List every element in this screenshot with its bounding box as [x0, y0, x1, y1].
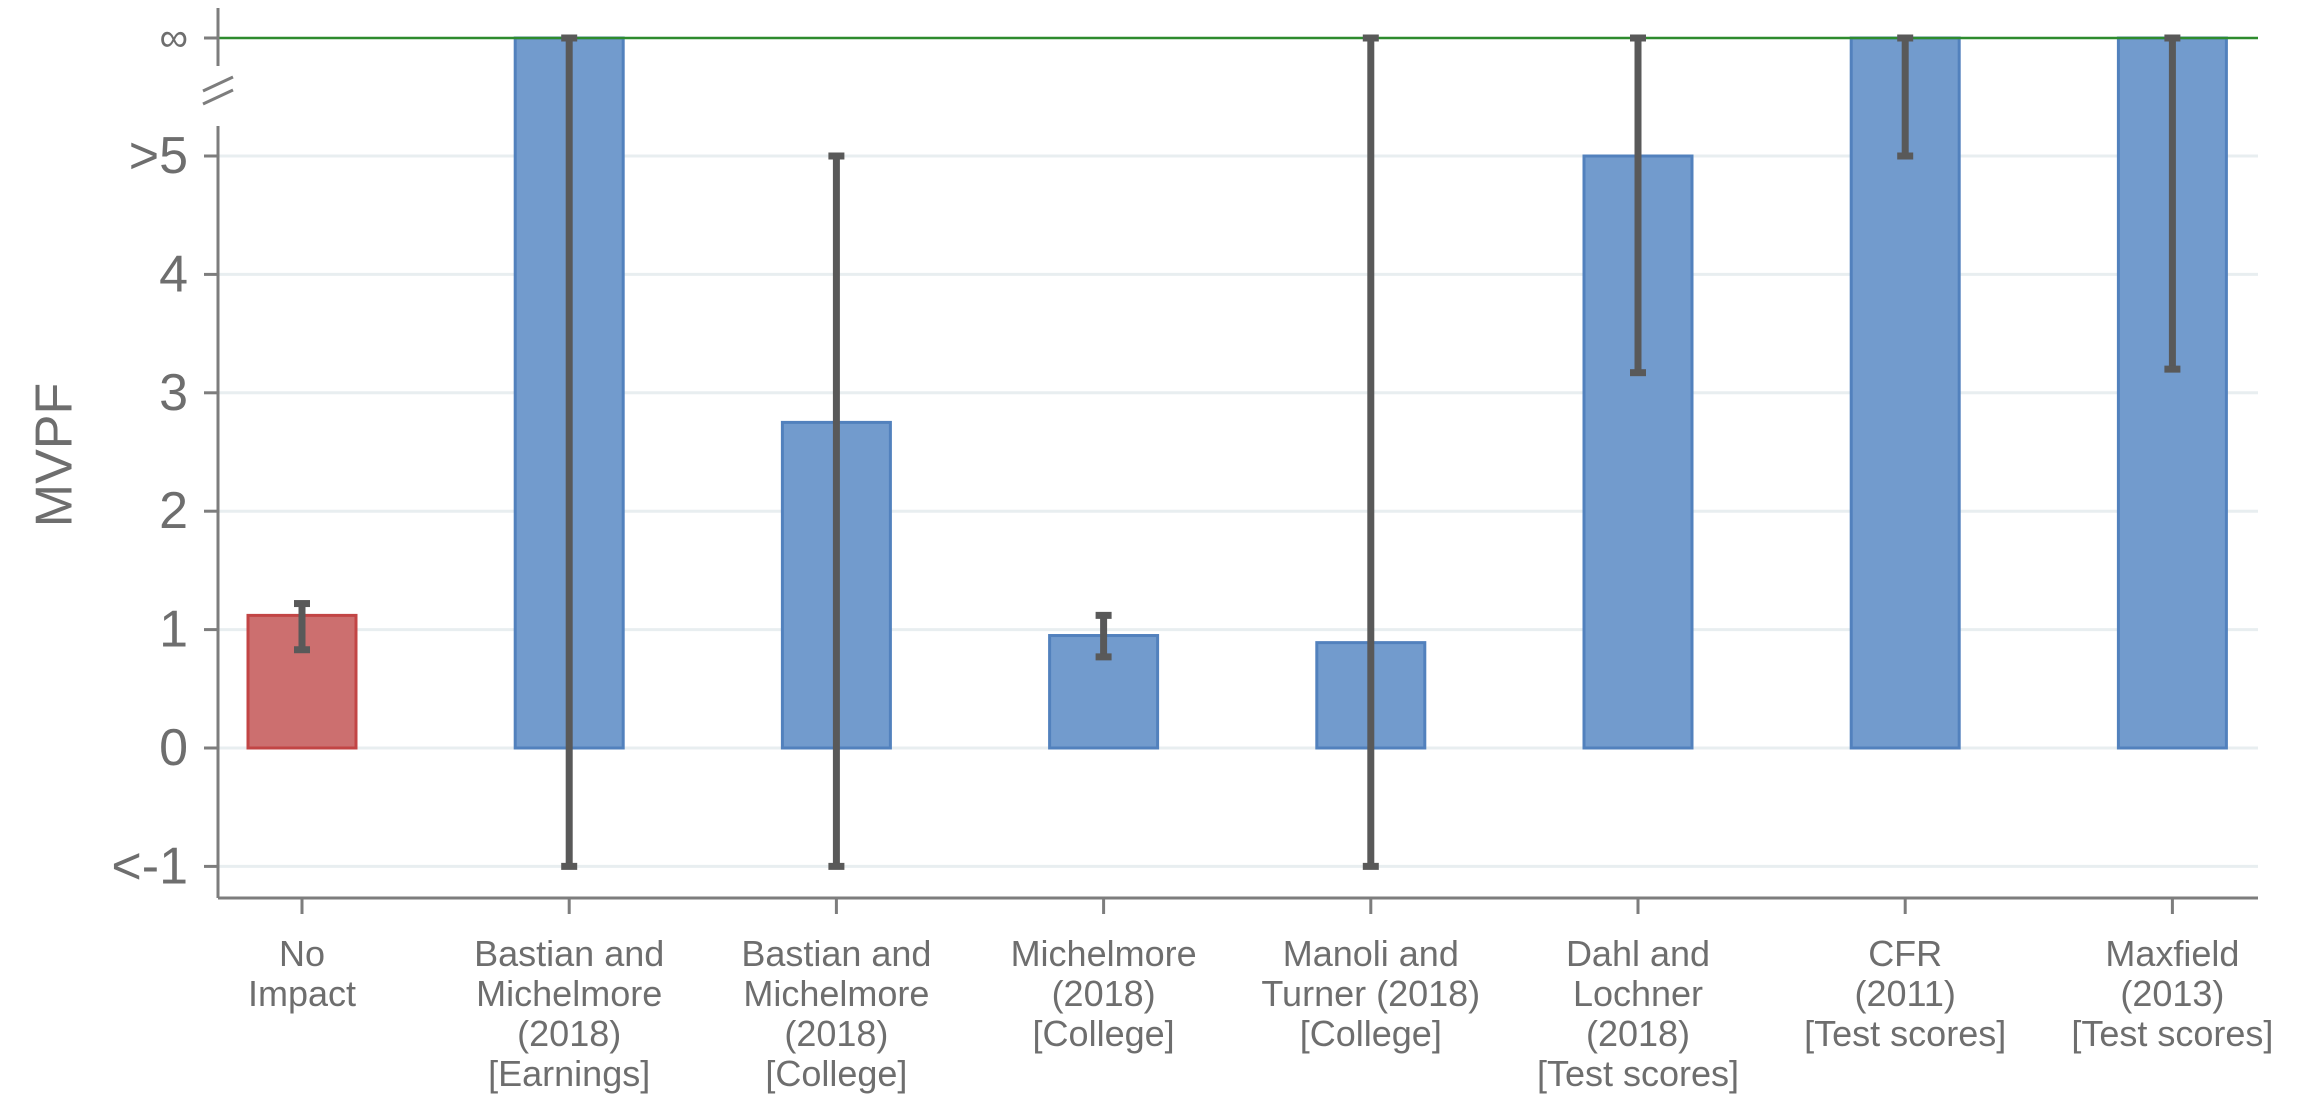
axes: [202, 8, 2258, 914]
x-category-label-line: (2011): [1855, 973, 1956, 1014]
bar: [2116, 36, 2228, 750]
y-tick-label: <-1: [111, 837, 188, 895]
x-category-label-line: [Earnings]: [488, 1053, 650, 1094]
x-category-label-line: [Test scores]: [1804, 1013, 2006, 1054]
error-bar: [2164, 34, 2181, 373]
x-category-label: Bastian and Michelmore (2018) [College]: [741, 933, 931, 1094]
x-category-label-line: Bastian and: [741, 933, 931, 974]
y-tick-label: 0: [159, 719, 188, 777]
y-tick-label: 2: [159, 482, 188, 540]
x-category-label-line: [Test scores]: [2071, 1013, 2273, 1054]
x-category-label-line: Michelmore: [476, 973, 662, 1014]
error-bar: [294, 600, 310, 654]
error-bar: [828, 152, 845, 870]
x-category-label-line: Manoli and: [1283, 933, 1459, 974]
x-category-label-line: (2018): [1052, 973, 1156, 1014]
x-category-label-line: No: [279, 933, 325, 974]
error-bar: [561, 34, 578, 870]
x-category-label: Maxfield (2013) [Test scores]: [2071, 933, 2273, 1054]
y-axis-title: MVPF: [26, 383, 84, 527]
x-category-label-line: Turner (2018): [1261, 973, 1480, 1014]
x-category-label-line: Bastian and: [474, 933, 664, 974]
error-bar: [1362, 34, 1379, 870]
error-bar: [1630, 34, 1646, 377]
x-category-label-line: [College]: [765, 1053, 907, 1094]
x-category-label-line: [Test scores]: [1537, 1053, 1739, 1094]
x-category-label: Dahl and Lochner (2018) [Test scores]: [1537, 933, 1739, 1094]
x-category-label-line: Michelmore: [743, 973, 929, 1014]
x-category-label: CFR (2011) [Test scores]: [1804, 933, 2006, 1054]
error-bar: [1095, 611, 1112, 661]
x-category-label-line: Impact: [248, 973, 356, 1014]
x-category-label-line: Michelmore: [1011, 933, 1197, 974]
x-category-label-line: (2013): [2120, 973, 2224, 1014]
x-category-label-line: [College]: [1300, 1013, 1442, 1054]
x-category-label: Bastian and Michelmore (2018) [Earnings]: [474, 933, 664, 1094]
x-category-label-line: (2018): [784, 1013, 888, 1054]
x-category-label: Michelmore (2018) [College]: [1011, 933, 1197, 1054]
x-category-label-line: (2018): [1586, 1013, 1690, 1054]
x-category-label-line: Lochner: [1573, 973, 1703, 1014]
y-tick-label: 4: [159, 245, 188, 303]
bar: [1849, 36, 1961, 750]
y-tick-label: 3: [159, 364, 188, 422]
axis-break-mark: [202, 75, 234, 93]
x-category-label-line: Maxfield: [2105, 933, 2239, 974]
error-bar: [1897, 34, 1914, 160]
x-category-label-line: CFR: [1868, 933, 1942, 974]
x-category-label-line: Dahl and: [1566, 933, 1710, 974]
y-tick-label: >5: [129, 127, 188, 185]
error-bars: [294, 34, 2181, 870]
x-category-label-line: (2018): [517, 1013, 621, 1054]
x-category-label: No Impact: [248, 933, 356, 1014]
x-category-label: Manoli and Turner (2018) [College]: [1261, 933, 1480, 1054]
y-tick-label: 1: [159, 601, 188, 659]
axis-break-mark: [202, 88, 234, 106]
x-category-label-line: [College]: [1033, 1013, 1175, 1054]
y-tick-label-infinity: ∞: [159, 16, 188, 60]
